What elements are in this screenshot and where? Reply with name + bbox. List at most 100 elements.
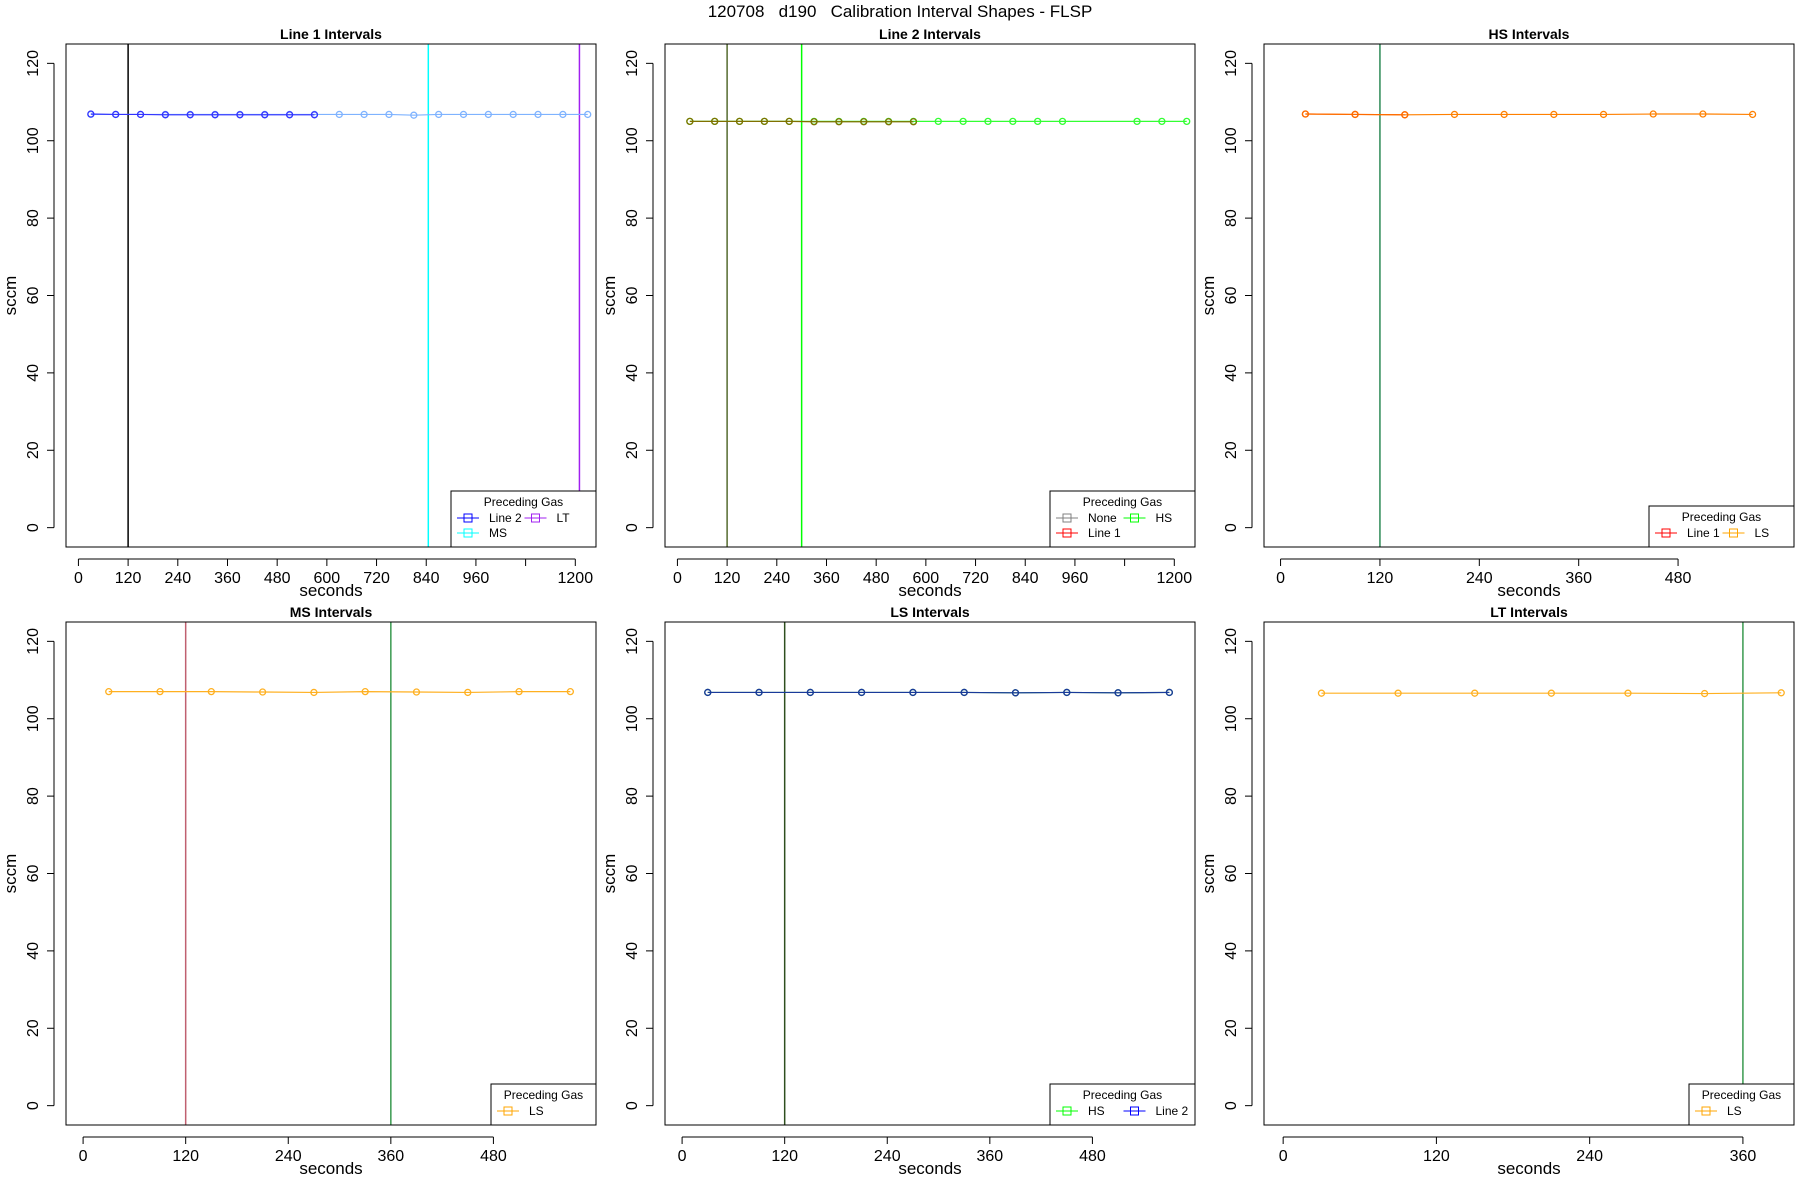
y-tick-label: 60 [624,865,641,883]
data-point [509,110,517,119]
data-point [1547,689,1555,697]
y-tick-label: 0 [25,1101,42,1110]
data-point [515,687,523,696]
y-tick-label: 60 [1223,865,1240,883]
legend-title: Preceding Gas [484,495,563,509]
y-axis-label: sccm [1199,854,1218,894]
legend-entry: HS [1156,511,1173,525]
x-tick-label: 1200 [558,570,594,587]
x-tick-label: 1200 [1157,570,1193,587]
x-tick-label: 720 [363,570,390,587]
data-point [464,688,472,697]
y-axis: 0 20 40 60 80 100 120 [624,628,654,1110]
data-point [285,111,294,119]
panel-title: MS Intervals [290,604,373,620]
data-point [1500,110,1508,119]
data-point [835,118,843,126]
x-tick-label: 120 [1423,1148,1450,1165]
series-line [1305,113,1405,116]
y-tick-label: 120 [1223,628,1240,655]
x-axis: 0 120 240 360 480 600 720 840 960 1200 [74,558,594,587]
y-tick-label: 120 [1223,50,1240,77]
data-point [360,110,368,119]
y-tick-label: 80 [1223,209,1240,227]
y-tick-label: 40 [25,364,42,382]
x-tick-label: 360 [1565,570,1592,587]
y-tick-label: 20 [1223,441,1240,459]
data-point [806,688,814,697]
y-tick-label: 80 [624,209,641,227]
series [1317,689,1785,698]
data-point [1114,689,1122,697]
data-point [1351,110,1359,119]
data-point [1700,689,1709,698]
x-axis-label: seconds [898,1159,961,1178]
x-tick-label: 0 [678,1148,687,1165]
data-point [1748,110,1757,119]
legend-entry: LS [1755,526,1770,540]
y-axis: 0 20 40 60 80 100 120 [1223,50,1253,532]
y-tick-label: 60 [1223,287,1240,305]
y-axis: 0 20 40 60 80 100 120 [25,628,55,1110]
legend-entry: LS [1727,1104,1742,1118]
legend-title: Preceding Gas [504,1088,583,1102]
x-tick-label: 360 [976,1148,1003,1165]
data-point [860,118,868,126]
data-point [310,688,318,697]
data-point [1777,689,1785,697]
x-tick-label: 240 [164,570,191,587]
legend: Preceding Gas LS [490,1083,597,1126]
data-point [1011,689,1020,697]
x-tick-label: 120 [714,570,741,587]
legend-marker [463,513,473,523]
x-tick-label: 120 [172,1148,199,1165]
data-point [1301,110,1310,118]
x-tick-label: 960 [463,570,490,587]
x-axis: 0 120 240 360 480 [678,1136,1106,1165]
legend-marker [1062,1106,1072,1116]
data-point [1034,117,1042,126]
y-tick-label: 40 [25,942,42,960]
data-point [1009,117,1017,126]
data-point [566,687,575,696]
y-tick-label: 40 [624,942,641,960]
data-point [261,111,269,119]
legend-marker [1130,1106,1139,1116]
data-point [711,117,719,126]
chart-panel-2: Line 2 Intervals 0 20 40 60 80 100 120 sccm 0 120 2… [600,26,1196,600]
x-tick-label: 240 [763,570,790,587]
panel-title: HS Intervals [1489,26,1570,42]
legend-marker [1729,528,1738,538]
y-axis: 0 20 40 60 80 100 120 [624,50,654,532]
y-tick-label: 20 [25,441,42,459]
chart-panel-1: Line 1 Intervals 0 20 40 60 80 100 120 sccm 0 120 2… [1,26,597,600]
x-tick-label: 600 [913,570,940,587]
legend-entry: HS [1088,1104,1105,1118]
legend-marker [531,513,540,523]
y-tick-label: 100 [25,127,42,154]
x-tick-label: 240 [874,1148,901,1165]
data-point [1158,117,1166,126]
plot-frame [664,621,1196,1126]
data-point [934,117,942,126]
data-point [909,688,917,697]
data-point [385,110,393,119]
series [1301,110,1409,119]
legend-entry: LT [557,511,571,525]
x-axis: 0 120 240 360 480 600 720 840 960 1200 [673,558,1193,587]
data-point [857,688,866,697]
data-point [760,117,769,126]
data-point [960,688,968,697]
y-tick-label: 20 [624,441,641,459]
legend-entry: Line 2 [489,511,522,525]
data-point [105,687,113,696]
x-axis: 0 120 240 360 480 [1276,558,1692,587]
data-point [755,688,763,697]
plot-frame [664,43,1196,548]
chart-panel-5: LS Intervals 0 20 40 60 80 100 120 sccm 0 120 240 36… [600,604,1196,1178]
data-point [559,110,567,119]
legend-title: Preceding Gas [1682,510,1761,524]
data-point [87,110,95,118]
x-tick-label: 360 [214,570,241,587]
data-point [435,110,443,119]
